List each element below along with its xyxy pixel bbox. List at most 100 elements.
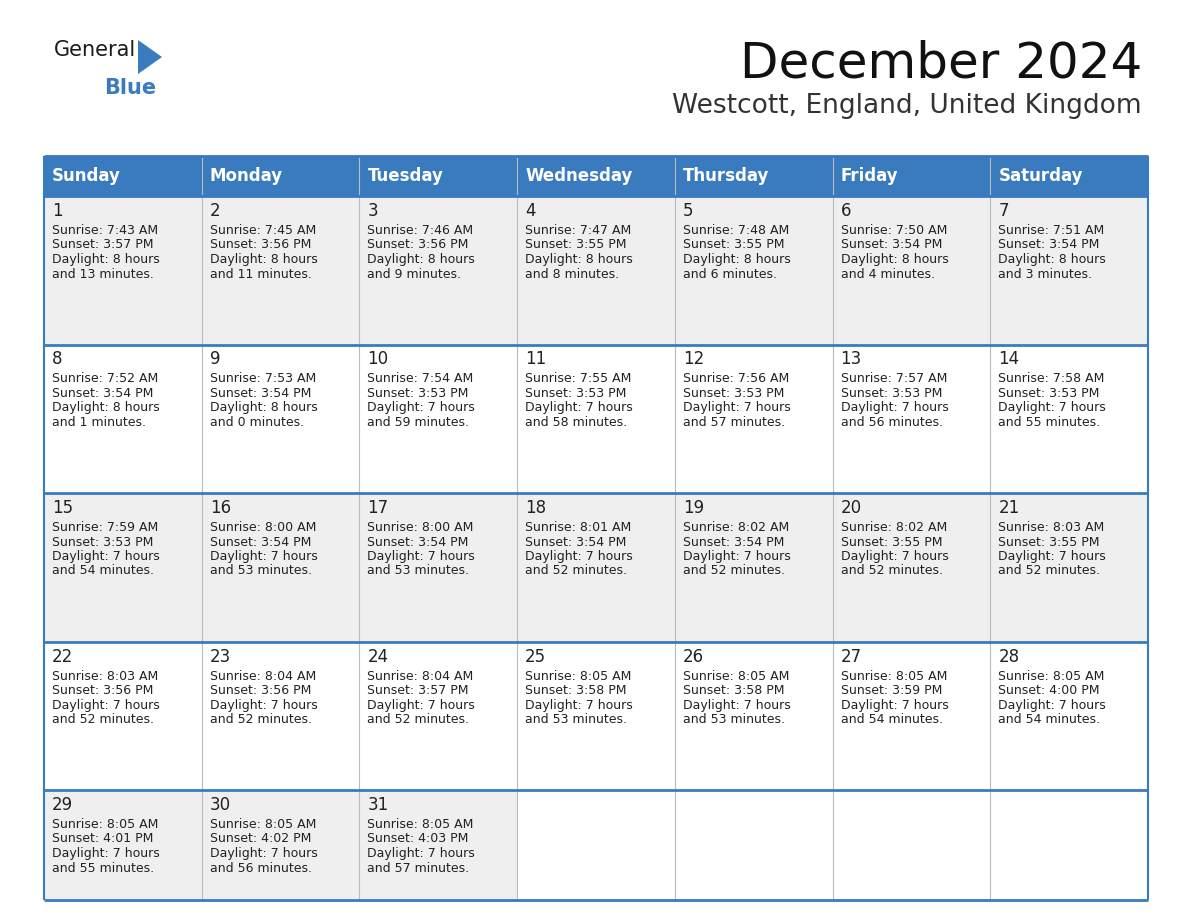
Text: Sunrise: 8:05 AM: Sunrise: 8:05 AM [367, 818, 474, 831]
Text: 10: 10 [367, 351, 388, 368]
Text: Daylight: 8 hours: Daylight: 8 hours [841, 253, 948, 266]
Text: and 57 minutes.: and 57 minutes. [683, 416, 785, 429]
Bar [675, 493, 833, 642]
Text: 9: 9 [210, 351, 220, 368]
Text: Sunrise: 7:56 AM: Sunrise: 7:56 AM [683, 373, 789, 386]
Text: Sunset: 4:00 PM: Sunset: 4:00 PM [998, 684, 1100, 697]
Bar [202, 344, 360, 493]
Text: Sunset: 3:56 PM: Sunset: 3:56 PM [210, 239, 311, 252]
Text: Daylight: 8 hours: Daylight: 8 hours [525, 253, 633, 266]
Bar [833, 493, 991, 642]
Text: and 53 minutes.: and 53 minutes. [367, 565, 469, 577]
Text: Sunrise: 8:05 AM: Sunrise: 8:05 AM [525, 669, 632, 682]
Text: 8: 8 [52, 351, 63, 368]
Text: 26: 26 [683, 647, 704, 666]
Text: Sunrise: 7:52 AM: Sunrise: 7:52 AM [52, 373, 158, 386]
Text: Sunrise: 7:54 AM: Sunrise: 7:54 AM [367, 373, 474, 386]
Text: Sunset: 3:54 PM: Sunset: 3:54 PM [998, 239, 1100, 252]
Bar [44, 790, 202, 900]
Bar [517, 196, 675, 344]
Bar [360, 493, 517, 642]
Text: and 56 minutes.: and 56 minutes. [210, 861, 311, 875]
Text: and 52 minutes.: and 52 minutes. [841, 565, 942, 577]
Text: 20: 20 [841, 499, 861, 517]
Text: Daylight: 7 hours: Daylight: 7 hours [210, 699, 317, 711]
Text: 15: 15 [52, 499, 74, 517]
Text: 1: 1 [52, 202, 63, 220]
Text: Daylight: 7 hours: Daylight: 7 hours [998, 699, 1106, 711]
Bar [202, 790, 360, 900]
Text: Daylight: 8 hours: Daylight: 8 hours [683, 253, 790, 266]
Text: 17: 17 [367, 499, 388, 517]
Text: Sunset: 3:53 PM: Sunset: 3:53 PM [683, 387, 784, 400]
Text: 7: 7 [998, 202, 1009, 220]
Text: and 56 minutes.: and 56 minutes. [841, 416, 942, 429]
Bar [517, 344, 675, 493]
Text: Sunset: 3:53 PM: Sunset: 3:53 PM [841, 387, 942, 400]
Text: Saturday: Saturday [998, 167, 1082, 185]
Text: 21: 21 [998, 499, 1019, 517]
Text: Daylight: 7 hours: Daylight: 7 hours [841, 550, 948, 563]
Bar [517, 642, 675, 790]
Bar [675, 196, 833, 344]
Text: Sunrise: 8:02 AM: Sunrise: 8:02 AM [683, 521, 789, 534]
Text: Daylight: 7 hours: Daylight: 7 hours [52, 550, 159, 563]
Text: and 3 minutes.: and 3 minutes. [998, 267, 1092, 281]
Text: Sunrise: 7:48 AM: Sunrise: 7:48 AM [683, 224, 789, 237]
Text: 28: 28 [998, 647, 1019, 666]
Text: Sunset: 3:54 PM: Sunset: 3:54 PM [841, 239, 942, 252]
Text: and 57 minutes.: and 57 minutes. [367, 861, 469, 875]
Text: Daylight: 7 hours: Daylight: 7 hours [210, 550, 317, 563]
Text: Sunset: 4:03 PM: Sunset: 4:03 PM [367, 833, 469, 845]
Bar [675, 344, 833, 493]
Text: Westcott, England, United Kingdom: Westcott, England, United Kingdom [672, 93, 1142, 119]
Text: Sunrise: 8:05 AM: Sunrise: 8:05 AM [841, 669, 947, 682]
Text: Sunset: 3:58 PM: Sunset: 3:58 PM [525, 684, 626, 697]
Text: Sunset: 3:53 PM: Sunset: 3:53 PM [367, 387, 469, 400]
Text: Sunrise: 7:47 AM: Sunrise: 7:47 AM [525, 224, 631, 237]
Text: Blue: Blue [105, 78, 156, 98]
Text: Daylight: 7 hours: Daylight: 7 hours [683, 699, 790, 711]
Text: and 53 minutes.: and 53 minutes. [525, 713, 627, 726]
Text: Monday: Monday [210, 167, 283, 185]
Bar [360, 344, 517, 493]
Text: Sunset: 3:55 PM: Sunset: 3:55 PM [841, 535, 942, 548]
Text: and 55 minutes.: and 55 minutes. [52, 861, 154, 875]
Text: 2: 2 [210, 202, 220, 220]
Text: Sunrise: 7:45 AM: Sunrise: 7:45 AM [210, 224, 316, 237]
Bar [991, 642, 1148, 790]
Text: Sunset: 3:54 PM: Sunset: 3:54 PM [210, 387, 311, 400]
Text: 29: 29 [52, 796, 74, 814]
Bar [44, 493, 202, 642]
Text: Sunset: 3:54 PM: Sunset: 3:54 PM [367, 535, 469, 548]
Bar [360, 642, 517, 790]
Text: 30: 30 [210, 796, 230, 814]
Text: and 13 minutes.: and 13 minutes. [52, 267, 154, 281]
Text: Sunset: 4:01 PM: Sunset: 4:01 PM [52, 833, 153, 845]
Text: Sunset: 3:55 PM: Sunset: 3:55 PM [683, 239, 784, 252]
Text: Sunrise: 8:05 AM: Sunrise: 8:05 AM [683, 669, 789, 682]
Text: 19: 19 [683, 499, 704, 517]
Text: Sunset: 3:55 PM: Sunset: 3:55 PM [998, 535, 1100, 548]
Text: Sunrise: 7:43 AM: Sunrise: 7:43 AM [52, 224, 158, 237]
Text: and 53 minutes.: and 53 minutes. [210, 565, 311, 577]
Bar [202, 493, 360, 642]
Bar [202, 642, 360, 790]
Text: and 6 minutes.: and 6 minutes. [683, 267, 777, 281]
Text: Sunrise: 7:59 AM: Sunrise: 7:59 AM [52, 521, 158, 534]
Text: Daylight: 7 hours: Daylight: 7 hours [998, 550, 1106, 563]
Text: and 55 minutes.: and 55 minutes. [998, 416, 1100, 429]
Text: Sunset: 3:57 PM: Sunset: 3:57 PM [52, 239, 153, 252]
Text: 5: 5 [683, 202, 694, 220]
Text: Daylight: 7 hours: Daylight: 7 hours [998, 401, 1106, 415]
Text: Sunrise: 8:00 AM: Sunrise: 8:00 AM [210, 521, 316, 534]
Text: and 8 minutes.: and 8 minutes. [525, 267, 619, 281]
Text: and 59 minutes.: and 59 minutes. [367, 416, 469, 429]
Text: 3: 3 [367, 202, 378, 220]
Text: Daylight: 7 hours: Daylight: 7 hours [841, 699, 948, 711]
Text: Sunset: 3:53 PM: Sunset: 3:53 PM [998, 387, 1100, 400]
Text: General: General [53, 40, 137, 60]
Text: Sunrise: 7:51 AM: Sunrise: 7:51 AM [998, 224, 1105, 237]
Text: Sunrise: 7:50 AM: Sunrise: 7:50 AM [841, 224, 947, 237]
Bar [517, 790, 675, 900]
